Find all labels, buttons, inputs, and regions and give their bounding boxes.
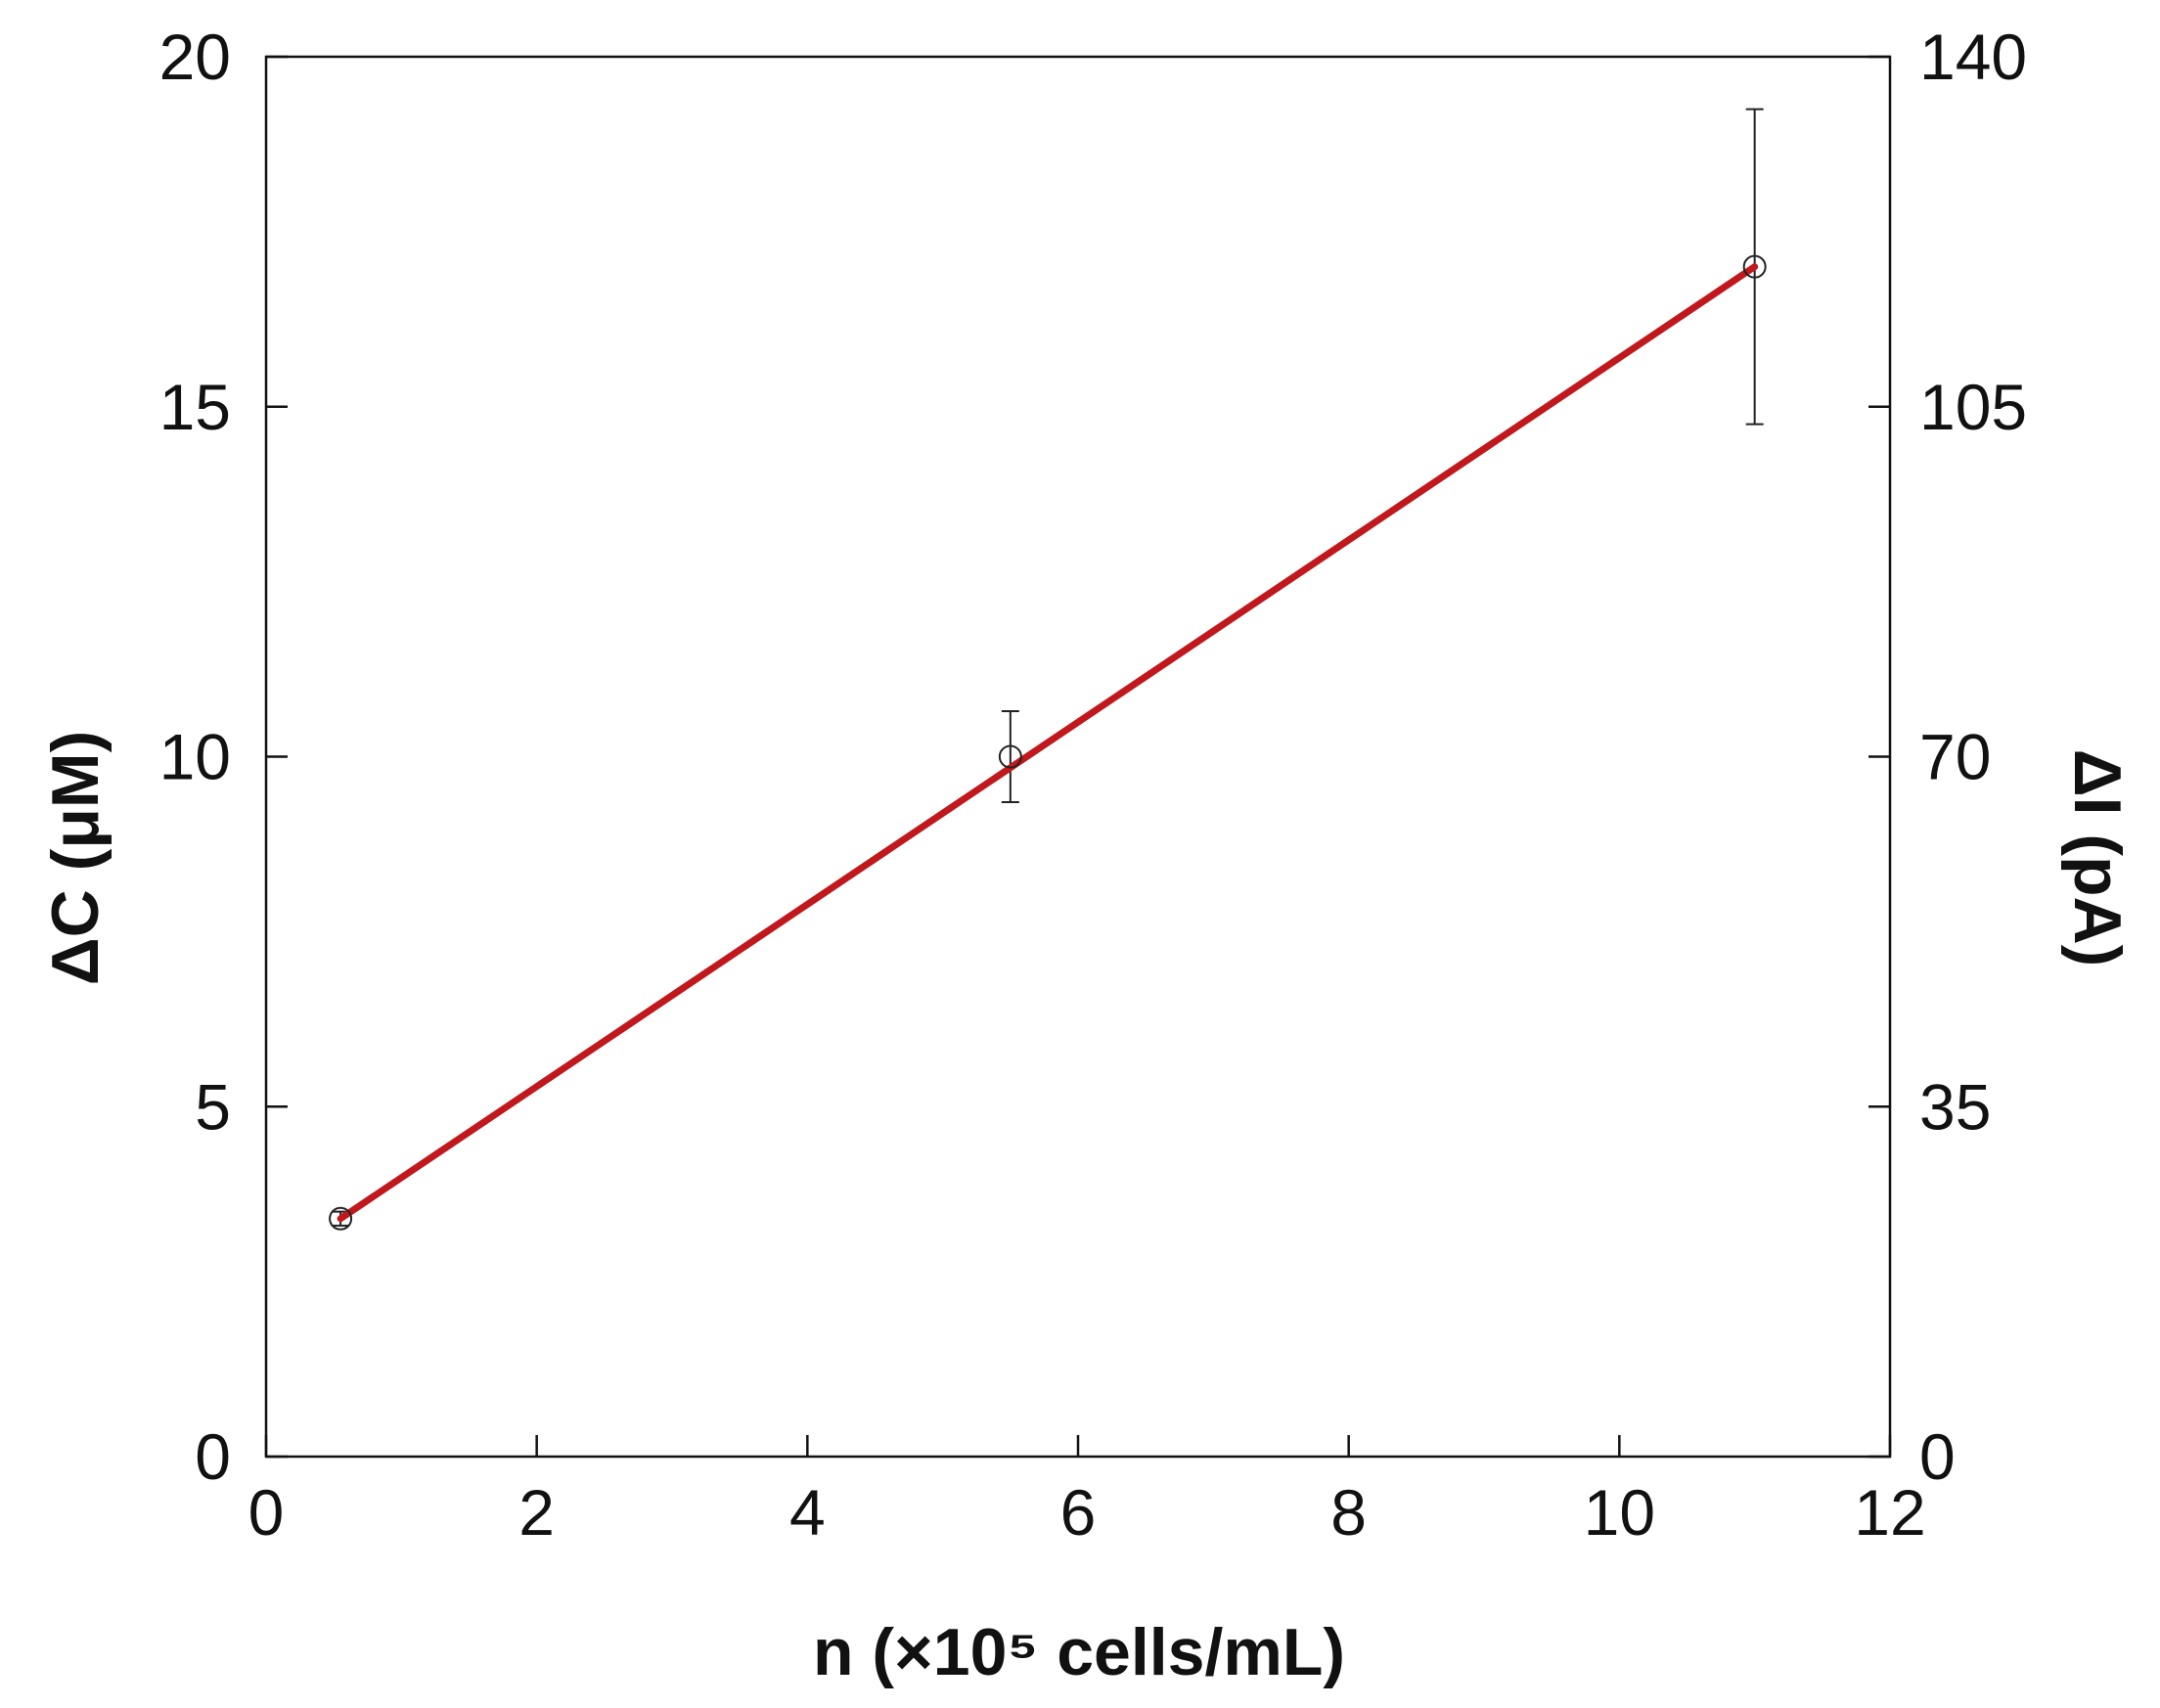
- y-tick-label-3: 15: [159, 371, 231, 443]
- y-tick-label-4: 20: [159, 21, 231, 93]
- y-tick-label-2: 10: [159, 721, 231, 793]
- y2-tick-label-2: 70: [1919, 721, 1991, 793]
- x-tick-label-2: 4: [789, 1476, 826, 1549]
- x-axis: 0 2 4 6 8 10 12: [248, 1435, 1926, 1549]
- x-tick-label-1: 2: [518, 1476, 555, 1549]
- y2-tick-label-1: 35: [1919, 1070, 1991, 1143]
- fit-line: [337, 263, 1759, 1223]
- y-axis-left: 0 5 10 15 20: [159, 21, 288, 1493]
- y2-tick-label-3: 105: [1919, 371, 2027, 443]
- x-tick-label-5: 10: [1584, 1476, 1655, 1549]
- data-point-2: [1742, 254, 1767, 279]
- plot-border: [264, 55, 1892, 1459]
- y-axis-title: ΔC (μM): [38, 731, 112, 985]
- y-tick-label-1: 5: [195, 1070, 231, 1143]
- y-axis-right: 0 35 70 105 140: [1868, 21, 2027, 1493]
- x-tick-label-6: 12: [1854, 1476, 1925, 1549]
- y2-tick-label-0: 0: [1919, 1420, 1956, 1493]
- error-bar-1: [1001, 709, 1019, 804]
- data-point-1: [998, 744, 1022, 769]
- data-point-0: [329, 1206, 353, 1231]
- plot-frame: [264, 55, 1892, 1459]
- x-axis-title: n (×10⁵ cells/mL): [813, 1615, 1345, 1689]
- x-tick-label-0: 0: [248, 1476, 285, 1549]
- y2-tick-label-4: 140: [1919, 21, 2027, 93]
- y2-axis-title: ΔI (pA): [2060, 749, 2135, 967]
- x-tick-label-3: 6: [1060, 1476, 1097, 1549]
- x-tick-label-4: 8: [1330, 1476, 1367, 1549]
- plot-marks: [329, 108, 1767, 1231]
- y-tick-label-0: 0: [195, 1420, 231, 1493]
